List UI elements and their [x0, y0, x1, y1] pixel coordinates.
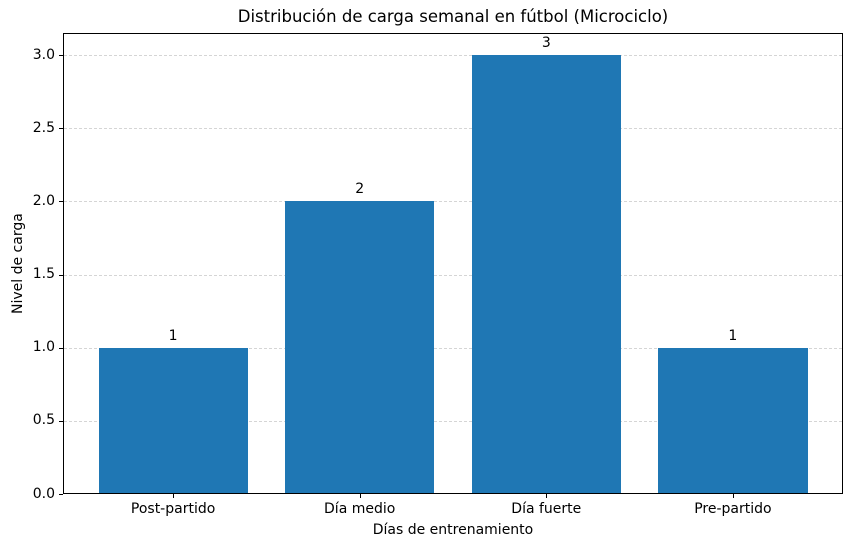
- y-tick-label: 0.0: [32, 485, 55, 502]
- bar: [98, 347, 248, 493]
- y-tick-mark: [59, 494, 63, 495]
- x-tick-label: Día medio: [324, 501, 396, 517]
- gridline: [64, 55, 842, 56]
- y-tick-mark: [59, 128, 63, 130]
- gridline: [64, 201, 842, 203]
- bar-value-label: 1: [168, 327, 178, 344]
- x-tick-label: Post-partido: [130, 501, 216, 517]
- y-tick-mark: [59, 274, 63, 276]
- bar: [471, 55, 621, 493]
- x-tick-mark: [732, 494, 734, 498]
- bar-value-label: 2: [355, 181, 365, 198]
- y-tick-mark: [59, 420, 63, 422]
- plot-area: [63, 33, 843, 494]
- y-axis-label: Nivel de carga: [10, 213, 26, 314]
- x-tick-mark: [359, 494, 361, 498]
- bar-value-label: 1: [728, 327, 738, 344]
- y-tick-label: 1.5: [32, 266, 55, 282]
- y-tick-label: 1.0: [32, 339, 55, 356]
- y-tick-label: 2.5: [32, 119, 55, 136]
- x-axis-label: Días de entrenamiento: [372, 522, 534, 538]
- y-tick-label: 3.0: [32, 46, 55, 63]
- y-tick-mark: [59, 201, 63, 203]
- x-tick-mark: [173, 494, 175, 498]
- bar: [285, 201, 435, 493]
- x-tick-label: Pre-partido: [694, 501, 772, 517]
- x-tick-label: Día fuerte: [511, 501, 582, 517]
- bar-value-label: 3: [541, 35, 551, 51]
- chart-title: Distribución de carga semanal en fútbol …: [237, 7, 669, 26]
- y-tick-mark: [59, 347, 63, 349]
- y-tick-label: 0.5: [32, 412, 55, 429]
- gridline: [64, 128, 842, 130]
- gridline: [64, 347, 842, 349]
- y-tick-label: 2.0: [32, 192, 55, 209]
- bar: [658, 347, 808, 493]
- y-tick-mark: [59, 55, 63, 56]
- gridline: [64, 274, 842, 276]
- x-tick-mark: [546, 494, 548, 498]
- gridline: [64, 420, 842, 422]
